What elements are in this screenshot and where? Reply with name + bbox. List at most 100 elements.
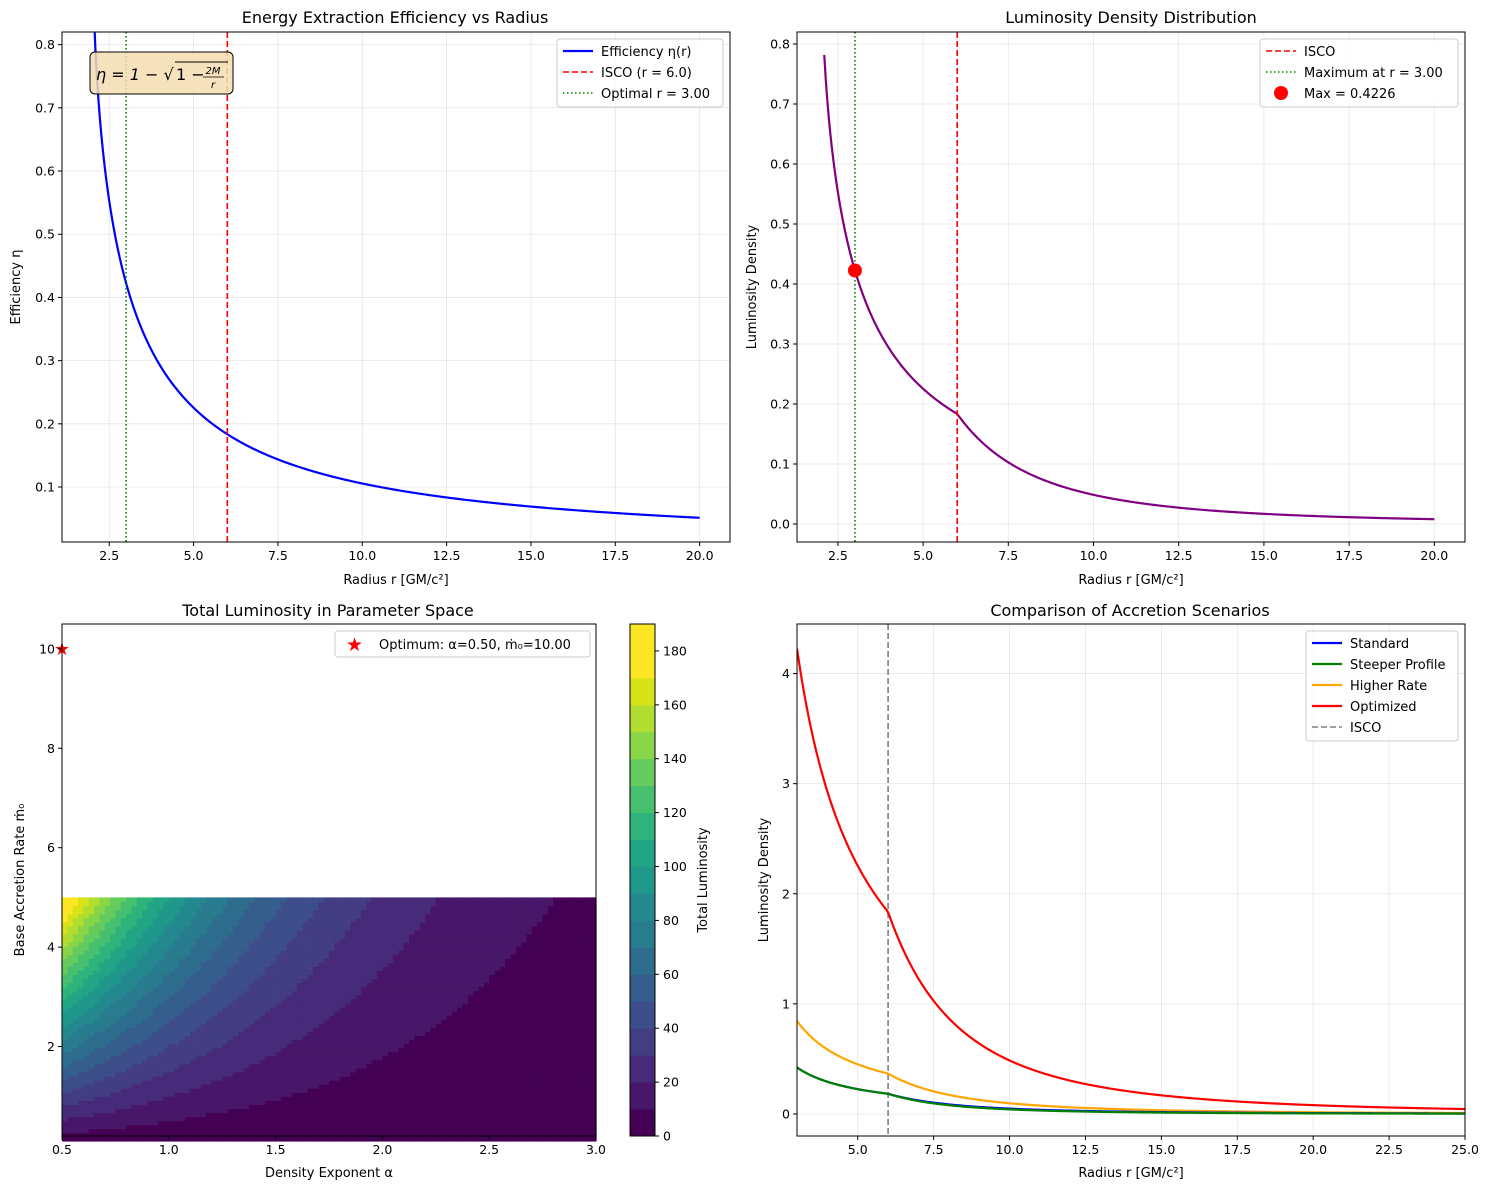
contour-cell [350, 1112, 357, 1118]
contour-cell [142, 913, 149, 919]
contour-cell [441, 1132, 448, 1138]
contour-cell [478, 921, 485, 927]
contour-cell [227, 1039, 234, 1045]
contour-cell [142, 994, 149, 1000]
contour-cell [307, 1116, 314, 1122]
contour-cell [307, 958, 314, 963]
contour-cell [451, 1124, 458, 1130]
contour-cell [99, 1136, 106, 1142]
contour-cell [238, 1108, 245, 1114]
contour-cell [441, 905, 448, 911]
contour-cell [430, 958, 437, 963]
contour-cell [147, 1080, 154, 1085]
contour-cell [67, 1112, 74, 1118]
contour-cell [88, 1112, 95, 1118]
contour-cell [489, 1076, 496, 1081]
contour-cell [72, 1043, 79, 1049]
contour-cell [83, 905, 90, 911]
contour-cell [94, 1120, 100, 1126]
contour-cell [136, 974, 143, 980]
contour-cell [136, 1132, 143, 1138]
contour-cell [190, 1063, 197, 1069]
contour-cell [222, 978, 229, 984]
contour-cell [473, 1015, 480, 1020]
contour-cell [227, 998, 234, 1004]
contour-cell [179, 921, 186, 927]
contour-cell [441, 917, 448, 923]
contour-cell [259, 970, 266, 976]
contour-cell [312, 954, 319, 959]
contour-cell [483, 1039, 490, 1045]
contour-cell [403, 905, 410, 911]
contour-cell [409, 1071, 416, 1077]
contour-cell [195, 897, 202, 903]
contour-cell [136, 1088, 143, 1093]
contour-cell [163, 954, 170, 959]
contour-cell [334, 1011, 341, 1016]
contour-cell [190, 970, 197, 976]
contour-cell [467, 925, 474, 931]
contour-cell [286, 1011, 293, 1016]
contour-cell [254, 1080, 261, 1085]
contour-cell [78, 1092, 84, 1097]
contour-cell [350, 933, 357, 939]
contour-cell [270, 958, 277, 963]
contour-cell [94, 1007, 100, 1012]
contour-cell [414, 1002, 421, 1008]
contour-cell [163, 1067, 170, 1073]
contour-cell [88, 1067, 95, 1073]
contour-cell [115, 1011, 122, 1016]
contour-cell [462, 1043, 469, 1049]
contour-cell [451, 921, 458, 927]
contour-cell [275, 1027, 282, 1032]
contour-cell [168, 929, 175, 935]
contour-cell [339, 1132, 346, 1138]
contour-cell [275, 1120, 282, 1126]
contour-cell [147, 917, 154, 923]
contour-cell [179, 1108, 186, 1114]
contour-cell [158, 925, 165, 931]
contour-cell [473, 1080, 480, 1085]
contour-cell [264, 1076, 271, 1081]
efficiency-ytick-label: 0.1 [35, 480, 55, 495]
contour-cell [216, 913, 223, 919]
contour-cell [83, 1120, 90, 1126]
contour-cell [291, 1108, 298, 1114]
contour-cell [419, 1084, 426, 1089]
contour-cell [425, 1067, 432, 1073]
contour-cell [382, 982, 389, 988]
contour-cell [120, 929, 127, 935]
luminosity-xtick-label: 7.5 [998, 548, 1018, 563]
contour-cell [62, 1080, 68, 1085]
contour-cell [318, 1043, 325, 1049]
contour-cell [398, 990, 405, 996]
contour-cell [393, 1128, 400, 1134]
contour-cell [190, 929, 197, 935]
contour-cell [462, 1035, 469, 1041]
contour-cell [280, 1047, 287, 1053]
contour-cell [403, 966, 410, 972]
contour-cell [425, 1116, 432, 1122]
contour-cell [286, 1051, 293, 1057]
contour-cell [387, 901, 394, 907]
efficiency-xtick-label: 12.5 [433, 548, 461, 563]
contour-cell [147, 1112, 154, 1118]
contour-cell [457, 1043, 464, 1049]
contour-cell [216, 1035, 223, 1041]
contour-cell [419, 913, 426, 919]
contour-cell [361, 970, 367, 976]
contour-cell [446, 1128, 453, 1134]
contour-cell [451, 978, 458, 984]
contour-cell [227, 909, 234, 915]
contour-cell [366, 937, 373, 943]
contour-cell [286, 1023, 293, 1028]
contour-cell [323, 1067, 330, 1073]
contour-cell [67, 909, 74, 915]
contour-cell [361, 897, 367, 903]
contour-cell [467, 1120, 474, 1126]
contour-cell [152, 1015, 159, 1020]
legend-optimal: Optimal r = 3.00 [601, 87, 710, 102]
contour-cell [264, 1019, 271, 1024]
contour-cell [110, 917, 116, 923]
contour-cell [467, 1084, 474, 1089]
